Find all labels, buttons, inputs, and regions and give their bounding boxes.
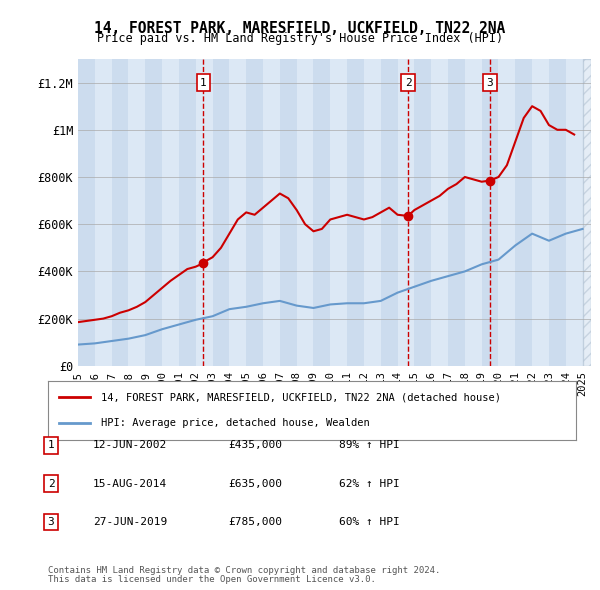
- Text: 14, FOREST PARK, MARESFIELD, UCKFIELD, TN22 2NA (detached house): 14, FOREST PARK, MARESFIELD, UCKFIELD, T…: [101, 392, 501, 402]
- Text: 1: 1: [200, 78, 206, 87]
- Text: 14, FOREST PARK, MARESFIELD, UCKFIELD, TN22 2NA: 14, FOREST PARK, MARESFIELD, UCKFIELD, T…: [94, 21, 506, 35]
- Bar: [515, 59, 532, 366]
- Bar: [482, 59, 499, 366]
- Bar: [179, 59, 196, 366]
- Bar: [347, 59, 364, 366]
- Text: 1: 1: [47, 441, 55, 450]
- Bar: [381, 59, 398, 366]
- Bar: [583, 59, 591, 366]
- Bar: [364, 59, 381, 366]
- Bar: [549, 59, 566, 366]
- Text: 60% ↑ HPI: 60% ↑ HPI: [339, 517, 400, 527]
- Bar: [229, 59, 246, 366]
- Text: 15-AUG-2014: 15-AUG-2014: [93, 479, 167, 489]
- Text: 3: 3: [487, 78, 493, 87]
- Text: £435,000: £435,000: [228, 441, 282, 450]
- Text: 89% ↑ HPI: 89% ↑ HPI: [339, 441, 400, 450]
- Bar: [212, 59, 229, 366]
- Text: £635,000: £635,000: [228, 479, 282, 489]
- Bar: [566, 59, 583, 366]
- Text: Contains HM Land Registry data © Crown copyright and database right 2024.: Contains HM Land Registry data © Crown c…: [48, 566, 440, 575]
- Bar: [280, 59, 296, 366]
- Bar: [78, 59, 95, 366]
- Text: 62% ↑ HPI: 62% ↑ HPI: [339, 479, 400, 489]
- Bar: [499, 59, 515, 366]
- Text: HPI: Average price, detached house, Wealden: HPI: Average price, detached house, Weal…: [101, 418, 370, 428]
- Text: £785,000: £785,000: [228, 517, 282, 527]
- Text: 2: 2: [404, 78, 412, 87]
- Bar: [398, 59, 415, 366]
- Bar: [296, 59, 313, 366]
- Bar: [465, 59, 482, 366]
- Bar: [196, 59, 212, 366]
- Text: 12-JUN-2002: 12-JUN-2002: [93, 441, 167, 450]
- Bar: [313, 59, 330, 366]
- Text: 27-JUN-2019: 27-JUN-2019: [93, 517, 167, 527]
- Text: Price paid vs. HM Land Registry's House Price Index (HPI): Price paid vs. HM Land Registry's House …: [97, 32, 503, 45]
- Bar: [145, 59, 162, 366]
- Bar: [330, 59, 347, 366]
- Bar: [95, 59, 112, 366]
- Bar: [448, 59, 465, 366]
- Bar: [431, 59, 448, 366]
- Bar: [415, 59, 431, 366]
- Bar: [162, 59, 179, 366]
- Bar: [583, 59, 591, 366]
- Bar: [263, 59, 280, 366]
- Bar: [532, 59, 549, 366]
- Text: This data is licensed under the Open Government Licence v3.0.: This data is licensed under the Open Gov…: [48, 575, 376, 584]
- Text: 2: 2: [47, 479, 55, 489]
- Text: 3: 3: [47, 517, 55, 527]
- Bar: [128, 59, 145, 366]
- Bar: [112, 59, 128, 366]
- Bar: [246, 59, 263, 366]
